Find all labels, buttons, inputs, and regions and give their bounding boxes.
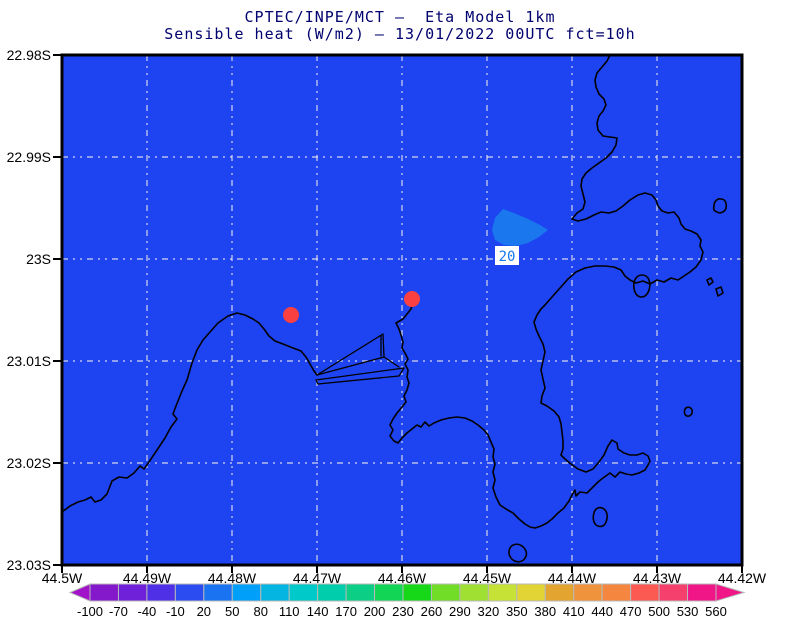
colorbar-tick-label: 50 (225, 604, 239, 618)
colorbar-tick-label: 170 (335, 604, 357, 618)
colorbar-segment (487, 583, 518, 602)
colorbar-tick-label: 290 (449, 604, 471, 618)
colorbar-right-arrow (715, 583, 746, 602)
lat-tick-label: 23.02S (7, 455, 51, 471)
colorbar-segment (146, 583, 176, 602)
colorbar-tick-label: 260 (421, 604, 443, 618)
colorbar-tick-label: 500 (648, 604, 670, 618)
colorbar (68, 583, 746, 602)
lon-tick-label: 44.42W (718, 570, 767, 586)
colorbar-tick-label: 470 (620, 604, 642, 618)
station-dot (404, 291, 420, 307)
colorbar-segment (288, 583, 319, 602)
colorbar-tick-label: 320 (478, 604, 500, 618)
colorbar-tick-label: 440 (591, 604, 613, 618)
colorbar-segment (174, 583, 205, 602)
chart-title-line1: CPTEC/INPE/MCT — Eta Model 1km (244, 8, 556, 26)
coastline-east (389, 54, 704, 529)
colorbar-tick-label: 380 (534, 604, 556, 618)
colorbar-tick-label: 410 (563, 604, 585, 618)
colorbar-tick-label: 350 (506, 604, 528, 618)
colorbar-segment (430, 583, 461, 602)
colorbar-segment (260, 583, 290, 602)
colorbar-tick-label: 20 (197, 604, 211, 618)
lon-tick-label: 44.44W (548, 570, 597, 586)
colorbar-segment (658, 583, 689, 602)
colorbar-segment (687, 583, 717, 602)
axis-ticks (53, 54, 743, 573)
colorbar-segment (573, 583, 603, 602)
colorbar-tick-label: 110 (279, 604, 300, 618)
lon-tick-label: 44.47W (293, 570, 342, 586)
colorbar-segment (630, 583, 660, 602)
lon-tick-label: 44.46W (378, 570, 427, 586)
latitude-axis-labels: 22.98S 22.99S 23S 23.01S 23.02S 23.03S (7, 47, 51, 573)
colorbar-tick-label: -100 (77, 604, 103, 618)
colorbar-tick-label: -70 (109, 604, 128, 618)
contour-patch-20 (492, 209, 548, 246)
contour-label-box (495, 246, 519, 265)
colorbar-tick-labels: -100 -70 -40 -10 20 50 80 110 140 170 200 230 260 290… (77, 604, 727, 618)
colorbar-segment (516, 583, 546, 602)
colorbar-segment (89, 583, 119, 602)
gridlines (62, 55, 742, 565)
lon-tick-label: 44.49W (123, 570, 172, 586)
lon-tick-label: 44.48W (208, 570, 257, 586)
lon-tick-label: 44.45W (463, 570, 512, 586)
contour-label: 20 (495, 246, 519, 265)
colorbar-tick-label: 140 (307, 604, 329, 618)
lat-tick-label: 22.98S (7, 47, 51, 63)
contour-label-text: 20 (499, 249, 516, 265)
lat-tick-label: 22.99S (7, 149, 51, 165)
colorbar-tick-label: -10 (166, 604, 185, 618)
colorbar-tick-label: 530 (677, 604, 699, 618)
colorbar-segment (374, 583, 404, 602)
islands (508, 198, 728, 563)
jetty-structure (315, 333, 405, 385)
lon-tick-label: 44.43W (633, 570, 682, 586)
longitude-axis-labels: 44.5W 44.49W 44.48W 44.47W 44.46W 44.45W 44.44… (42, 570, 767, 586)
colorbar-tick-label: 560 (705, 604, 727, 618)
colorbar-tick-label: 230 (392, 604, 414, 618)
colorbar-tick-label: -40 (138, 604, 157, 618)
coastline-west (61, 312, 318, 513)
lon-tick-label: 44.5W (42, 570, 83, 586)
colorbar-segment (345, 583, 376, 602)
station-dot (283, 307, 299, 323)
colorbar-tick-label: 80 (253, 604, 267, 618)
colorbar-segment (459, 583, 489, 602)
colorbar-segment (317, 583, 347, 602)
colorbar-segment (231, 583, 262, 602)
chart-title-line2: Sensible heat (W/m2) — 13/01/2022 00UTC … (164, 25, 636, 43)
colorbar-segment (203, 583, 233, 602)
lat-tick-label: 23.01S (7, 353, 51, 369)
colorbar-segment (402, 583, 432, 602)
lat-tick-label: 23.03S (7, 557, 51, 573)
colorbar-segment (601, 583, 632, 602)
lat-tick-label: 23S (26, 251, 51, 267)
colorbar-tick-label: 200 (364, 604, 386, 618)
colorbar-segment (544, 583, 575, 602)
colorbar-segment (117, 583, 148, 602)
coastline (61, 54, 728, 563)
colorbar-left-arrow (68, 583, 91, 602)
